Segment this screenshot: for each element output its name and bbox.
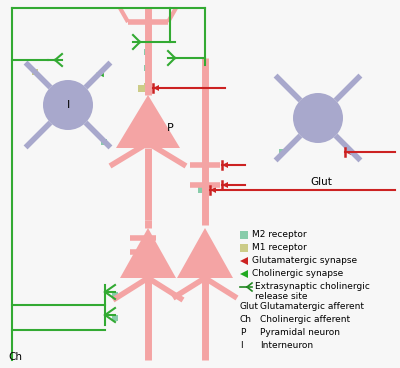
Text: Interneuron: Interneuron <box>260 341 313 350</box>
Polygon shape <box>222 182 228 188</box>
Text: P: P <box>240 328 245 337</box>
Text: P: P <box>167 123 173 133</box>
Text: release site: release site <box>255 292 308 301</box>
Text: Pyramidal neuron: Pyramidal neuron <box>260 328 340 337</box>
Text: Ch: Ch <box>240 315 252 324</box>
Polygon shape <box>177 228 233 278</box>
Polygon shape <box>116 95 180 148</box>
Text: Glutamatergic afferent: Glutamatergic afferent <box>260 302 364 311</box>
Bar <box>240 231 248 239</box>
Circle shape <box>43 80 93 130</box>
Bar <box>279 149 285 155</box>
Bar <box>112 292 118 298</box>
Text: Cholinergic synapse: Cholinergic synapse <box>252 269 343 278</box>
Text: Glut: Glut <box>240 302 259 311</box>
Bar <box>101 139 107 145</box>
Polygon shape <box>345 149 351 155</box>
Text: Cholinergic afferent: Cholinergic afferent <box>260 315 350 324</box>
Circle shape <box>293 93 343 143</box>
Text: Glut: Glut <box>310 177 332 187</box>
Bar <box>112 315 118 321</box>
Polygon shape <box>120 228 176 278</box>
Text: Glutamatergic synapse: Glutamatergic synapse <box>252 256 357 265</box>
Bar <box>138 85 145 92</box>
Text: Ch: Ch <box>8 352 22 362</box>
Polygon shape <box>240 270 248 278</box>
Bar <box>32 69 38 75</box>
Bar <box>144 49 150 55</box>
Polygon shape <box>210 187 216 193</box>
Bar <box>240 244 248 252</box>
Polygon shape <box>222 162 228 168</box>
Text: I: I <box>240 341 243 350</box>
Bar <box>198 187 204 193</box>
Text: M1 receptor: M1 receptor <box>252 243 307 252</box>
Polygon shape <box>240 257 248 265</box>
Text: M2 receptor: M2 receptor <box>252 230 307 239</box>
Text: Extrasynaptic cholinergic: Extrasynaptic cholinergic <box>255 282 370 291</box>
Polygon shape <box>96 69 104 77</box>
Text: I: I <box>66 100 70 110</box>
Polygon shape <box>153 85 159 91</box>
Bar <box>144 83 149 88</box>
Bar <box>144 65 150 71</box>
